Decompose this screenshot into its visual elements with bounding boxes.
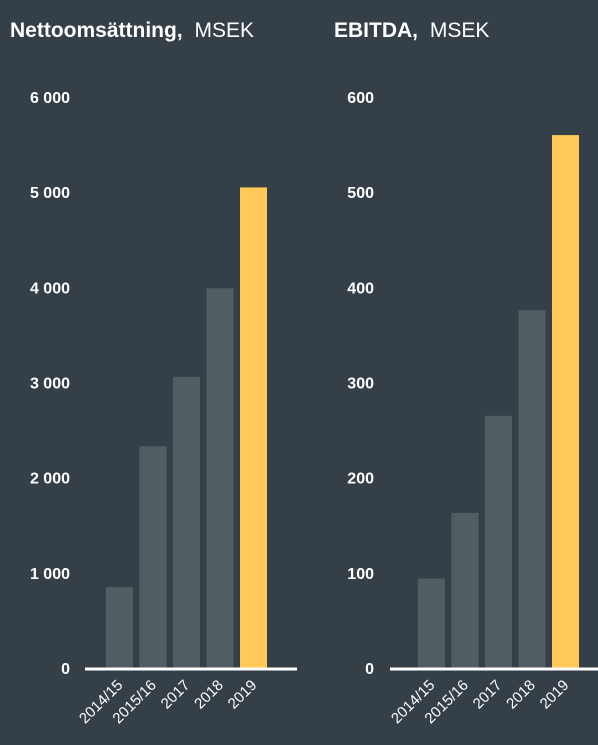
y-tick-label: 4 000: [30, 280, 70, 297]
chart-title-text: Nettoomsättning,: [10, 19, 183, 42]
x-tick-label: 2019: [225, 677, 261, 713]
bar-2017: [485, 415, 512, 668]
chart-title: Nettoomsättning, MSEK: [10, 19, 254, 42]
x-tick-label: 2018: [191, 677, 227, 713]
bar-2017: [173, 376, 200, 668]
y-tick-label: 2 000: [30, 471, 70, 488]
bar-2015-16: [139, 446, 167, 668]
x-tick-label: 2019: [537, 677, 573, 713]
bar-2019: [240, 187, 267, 668]
x-tick-label: 2018: [503, 677, 539, 713]
chart-title-unit: MSEK: [195, 19, 255, 42]
y-tick-label: 100: [347, 566, 374, 583]
bar-2014-15: [106, 587, 133, 668]
chart-ebitda: EBITDA, MSEK 01002003004005006002014/152…: [334, 19, 598, 727]
y-tick-label: 1 000: [30, 566, 70, 583]
y-tick-label: 0: [365, 661, 374, 678]
y-tick-label: 200: [347, 471, 374, 488]
y-tick-label: 300: [347, 376, 374, 393]
bar-2014-15: [418, 578, 445, 668]
y-tick-label: 6 000: [30, 90, 70, 107]
bar-2019: [552, 135, 579, 669]
y-tick-label: 500: [347, 185, 374, 202]
bar-2015-16: [451, 512, 479, 668]
x-tick-label: 2017: [158, 677, 194, 713]
y-tick-label: 400: [347, 280, 374, 297]
chart-title-unit: MSEK: [430, 19, 490, 42]
y-tick-label: 5 000: [30, 185, 70, 202]
y-tick-label: 3 000: [30, 376, 70, 393]
chart-title: EBITDA, MSEK: [334, 19, 489, 42]
chart-title-text: EBITDA,: [334, 19, 418, 42]
chart-nettoomsattning: Nettoomsättning, MSEK 0 1 000 2 000 3 000 4 …: [10, 19, 297, 727]
bar-2018: [206, 288, 234, 668]
x-tick-label: 2017: [470, 677, 506, 713]
y-tick-label: 600: [347, 90, 374, 107]
bar-2018: [518, 310, 546, 668]
y-tick-label: 0: [61, 661, 70, 678]
